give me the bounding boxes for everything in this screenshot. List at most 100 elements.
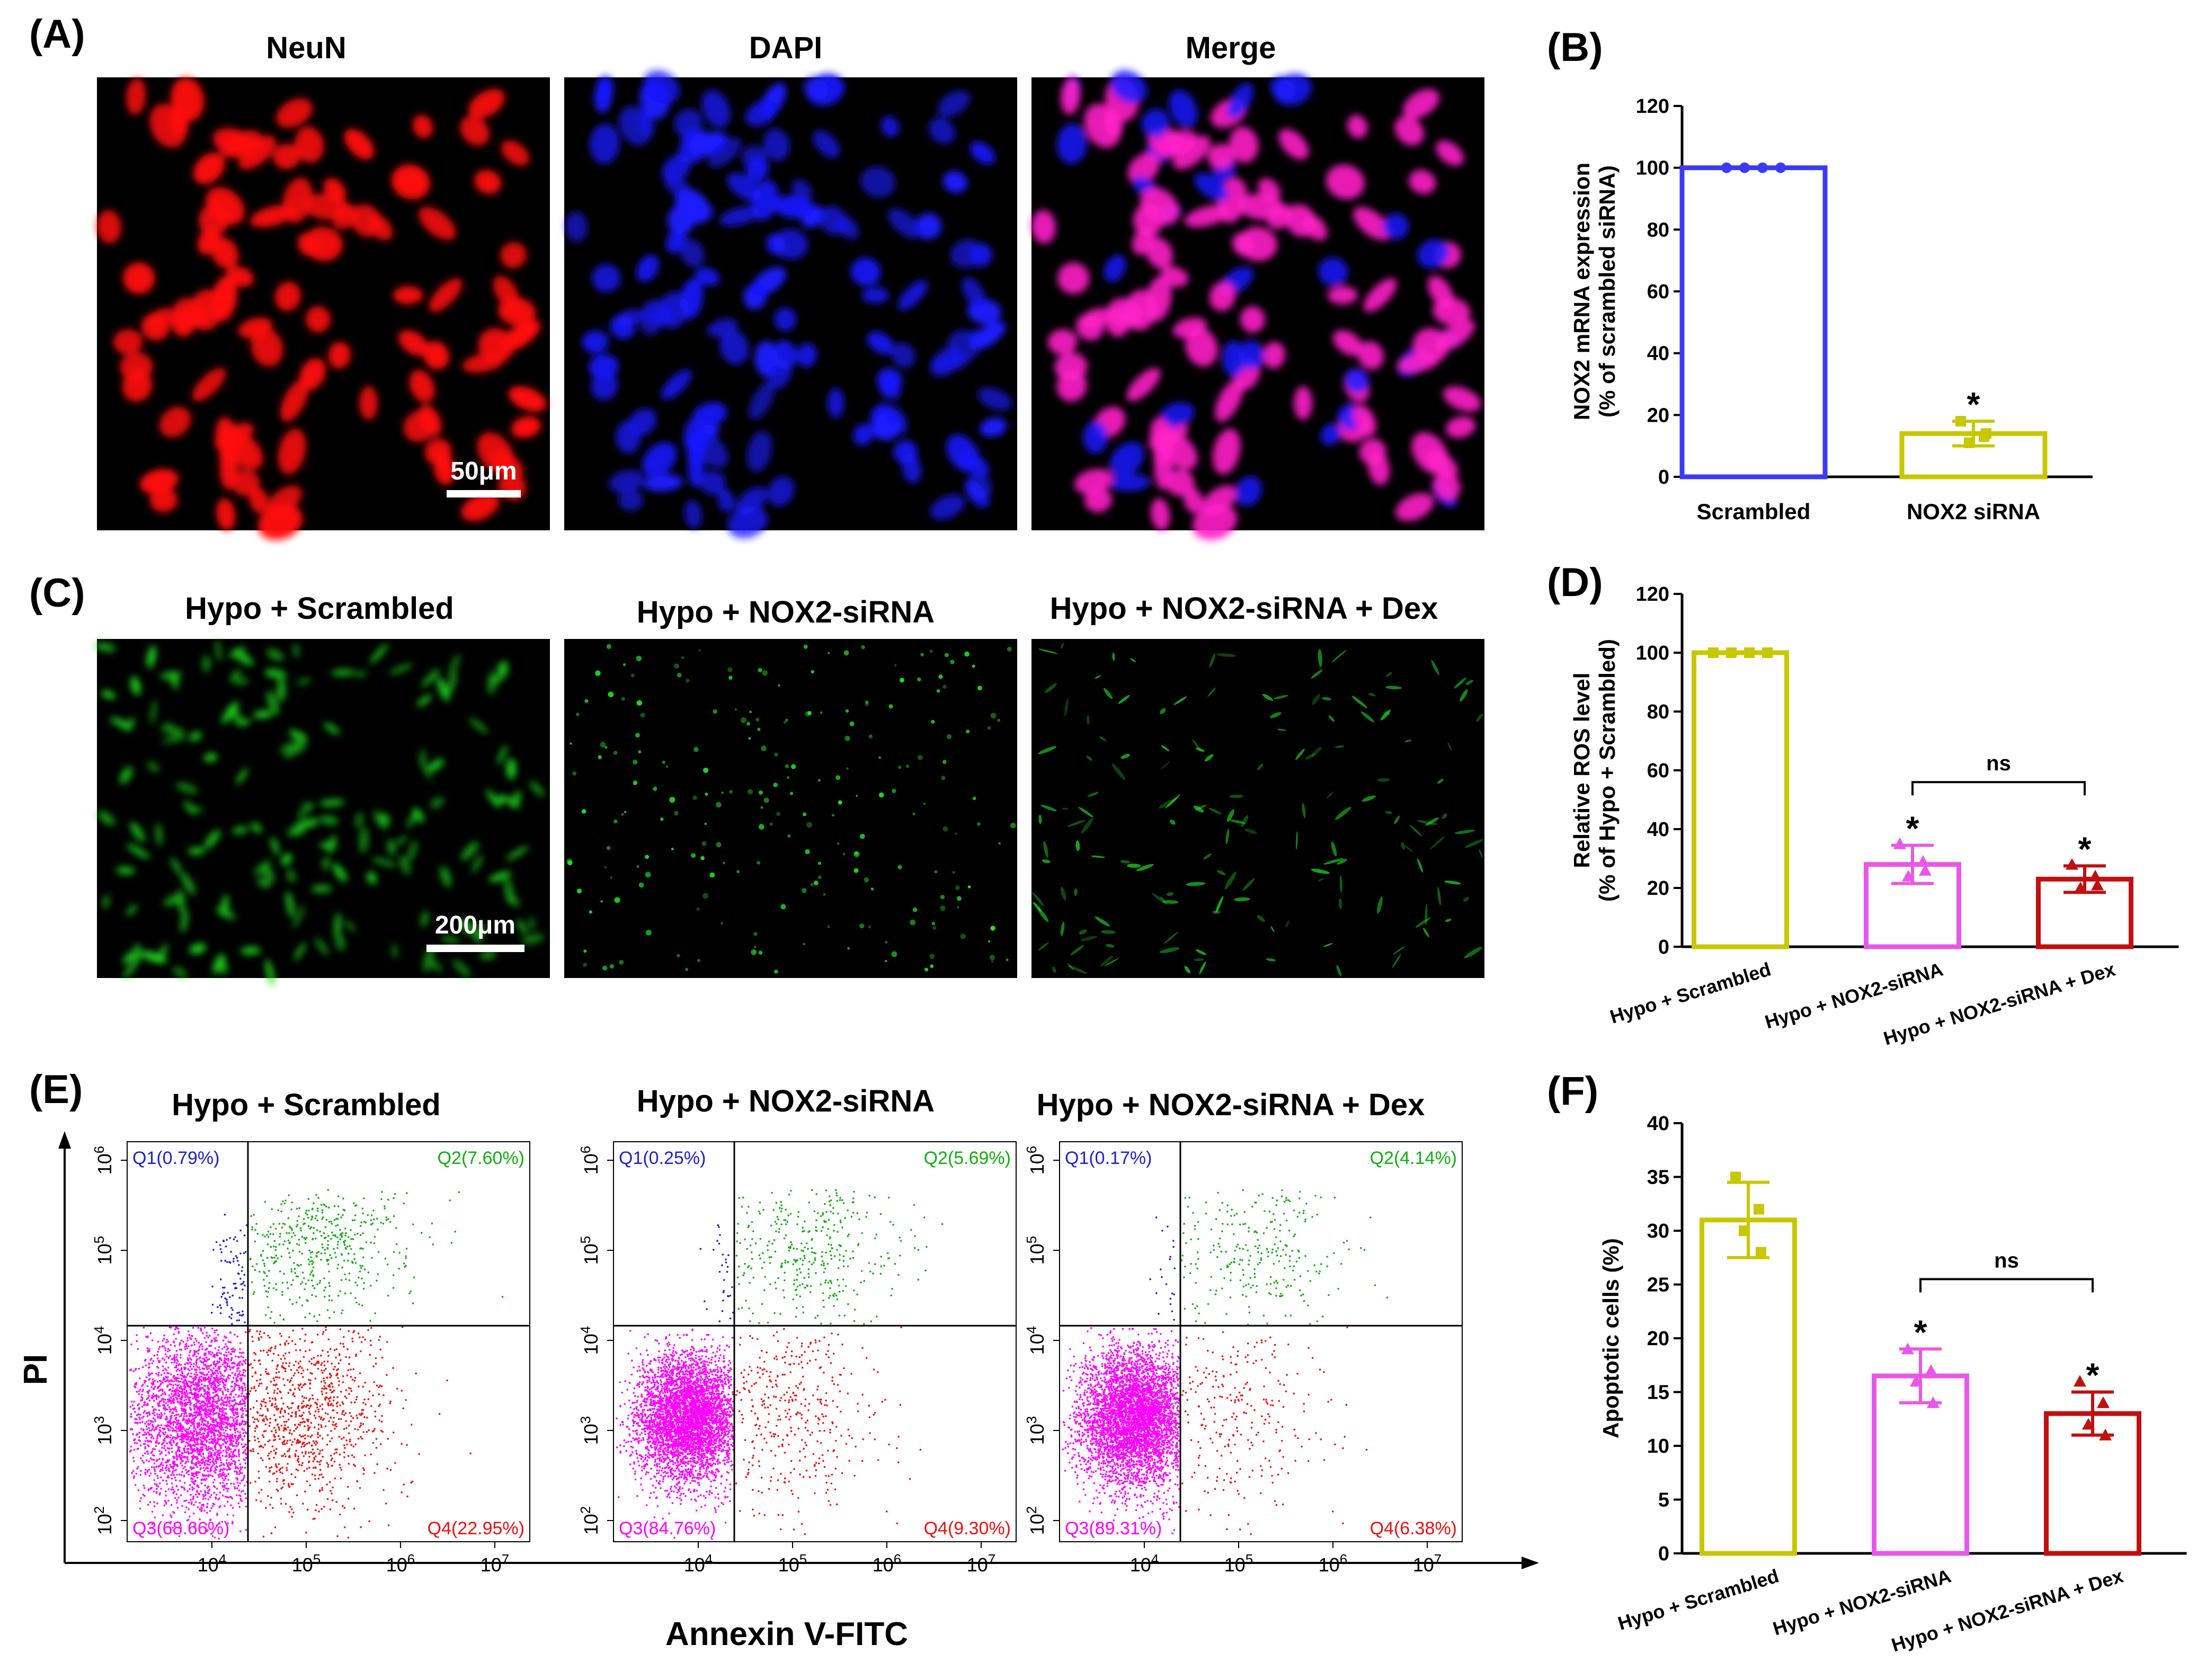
y-axis-title: NOX2 mRNA expression	[1569, 163, 1594, 420]
y-tick-label: 10	[1647, 1435, 1669, 1457]
data-point	[1981, 428, 1991, 439]
flow-dots	[616, 1189, 944, 1540]
flow-x-tick: 106	[386, 1551, 415, 1576]
flow-y-tick: 102	[577, 1506, 602, 1535]
flow-plot-scrambled: Q1(0.79%) Q2(7.60%) Q3(68.66%) Q4(22.95%) 10…	[91, 1141, 530, 1576]
ros-image-nox2-dex	[1031, 639, 1484, 978]
data-point	[1754, 1204, 1764, 1215]
y-axis-title: Apoptotic cells (%)	[1598, 1238, 1623, 1438]
data-point	[2089, 869, 2102, 882]
y-axis-subtitle: (% of Hypo + Scrambled)	[1595, 639, 1620, 902]
data-point	[2074, 882, 2087, 893]
scale-bar-label: 50μm	[450, 457, 517, 485]
data-point	[1902, 869, 1915, 882]
flow-x-tick: 104	[684, 1551, 713, 1576]
panel-c-title-1: Hypo + Scrambled	[185, 591, 454, 626]
y-tick-label: 100	[1636, 157, 1669, 180]
flow-y-tick: 105	[91, 1236, 115, 1265]
bar	[1692, 650, 1789, 949]
data-point	[1739, 162, 1750, 173]
flow-y-tick: 103	[577, 1416, 602, 1445]
quadrant-label-q4: Q4(9.30%)	[924, 1518, 1011, 1539]
data-point	[1901, 1343, 1914, 1355]
y-tick-label: 0	[1658, 1543, 1669, 1565]
panel-e-title-2: Hypo + NOX2-siRNA	[637, 1084, 935, 1118]
flow-x-axis-label: Annexin V-FITC	[665, 1616, 908, 1652]
quadrant-label-q1: Q1(0.25%)	[619, 1148, 706, 1168]
quadrant-label-q1: Q1(0.79%)	[132, 1148, 219, 1168]
flow-x-tick: 107	[1413, 1551, 1442, 1576]
panel-e-title-1: Hypo + Scrambled	[172, 1088, 441, 1122]
data-point	[1762, 647, 1773, 658]
quadrant-label-q4: Q4(22.95%)	[428, 1518, 524, 1539]
data-point	[1775, 162, 1786, 173]
data-point	[1756, 1247, 1766, 1258]
flow-plot-nox2: Q1(0.25%) Q2(5.69%) Q3(84.76%) Q4(9.30%) 102…	[577, 1141, 1017, 1576]
data-point	[1893, 837, 1906, 849]
bar	[1700, 1217, 1797, 1556]
category-label: Scrambled	[1697, 499, 1811, 524]
significance-bracket	[1911, 781, 2086, 796]
y-tick-label: 60	[1647, 760, 1669, 782]
flow-x-tick: 107	[967, 1551, 996, 1576]
merge-image	[1031, 70, 1484, 540]
y-tick-label: 5	[1658, 1489, 1669, 1512]
y-tick-label: 80	[1647, 219, 1669, 241]
y-tick-label: 15	[1647, 1382, 1669, 1404]
flow-x-tick: 104	[1130, 1551, 1159, 1576]
category-label: Hypo + Scrambled	[1607, 958, 1773, 1027]
data-point	[1910, 1375, 1923, 1387]
y-tick-label: 40	[1647, 819, 1669, 841]
neun-image: 50μm	[96, 77, 550, 540]
panel-e-label: (E)	[29, 1067, 83, 1112]
bracket-label: ns	[1986, 752, 2011, 775]
panel-f-label: (F)	[1547, 1069, 1598, 1114]
panel-a-label: (A)	[29, 12, 85, 57]
flow-dots	[1062, 1189, 1389, 1535]
category-label: Hypo + Scrambled	[1615, 1565, 1781, 1634]
flow-x-tick: 105	[1224, 1551, 1253, 1576]
quadrant-label-q3: Q3(68.66%)	[132, 1518, 229, 1539]
y-tick-label: 80	[1647, 701, 1669, 723]
flow-x-tick: 106	[873, 1551, 902, 1576]
category-label: NOX2 siRNA	[1907, 499, 2040, 524]
quadrant-label-q2: Q2(4.14%)	[1370, 1148, 1457, 1168]
y-tick-label: 100	[1636, 642, 1669, 664]
data-point	[2074, 1375, 2086, 1387]
significance-marker: *	[1967, 385, 1980, 423]
y-tick-label: 60	[1647, 281, 1669, 303]
y-tick-label: 20	[1647, 877, 1669, 900]
data-point	[1964, 437, 1974, 448]
flow-y-tick: 103	[91, 1416, 115, 1445]
panel-d-label: (D)	[1547, 560, 1603, 605]
significance-marker: *	[2078, 830, 2092, 868]
quadrant-label-q3: Q3(84.76%)	[619, 1518, 716, 1539]
y-tick-label: 20	[1647, 404, 1669, 426]
y-tick-label: 25	[1647, 1274, 1669, 1296]
data-point	[1744, 647, 1755, 658]
flow-x-tick: 104	[198, 1551, 227, 1576]
flow-y-tick: 104	[91, 1326, 115, 1355]
panel-c-title-3: Hypo + NOX2-siRNA + Dex	[1050, 591, 1438, 626]
chart-nox2-mrna: 0 20 40 60 80 100 120 NOX2 mRNA expression (% of…	[1569, 95, 2093, 524]
significance-marker: *	[2086, 1356, 2100, 1394]
quadrant-label-q2: Q2(5.69%)	[924, 1148, 1011, 1168]
flow-y-tick: 105	[577, 1236, 602, 1265]
quadrant-label-q4: Q4(6.38%)	[1370, 1518, 1457, 1539]
data-point	[1917, 855, 1929, 867]
y-tick-label: 120	[1636, 583, 1669, 606]
data-point	[1730, 1171, 1741, 1183]
bracket-label: ns	[1994, 1249, 2019, 1272]
significance-marker: *	[1914, 1313, 1927, 1351]
y-axis-subtitle: (% of scrambled siRNA)	[1595, 165, 1620, 417]
data-point	[1925, 1364, 1937, 1376]
flow-y-tick: 105	[1024, 1236, 1048, 1265]
panel-b-label: (B)	[1547, 25, 1603, 70]
flow-x-tick: 105	[778, 1551, 807, 1576]
data-point	[2099, 1428, 2112, 1441]
y-tick-label: 120	[1636, 95, 1669, 118]
data-point	[2082, 1418, 2095, 1430]
data-point	[1757, 162, 1768, 173]
panel-a-title-neun: NeuN	[266, 31, 346, 65]
